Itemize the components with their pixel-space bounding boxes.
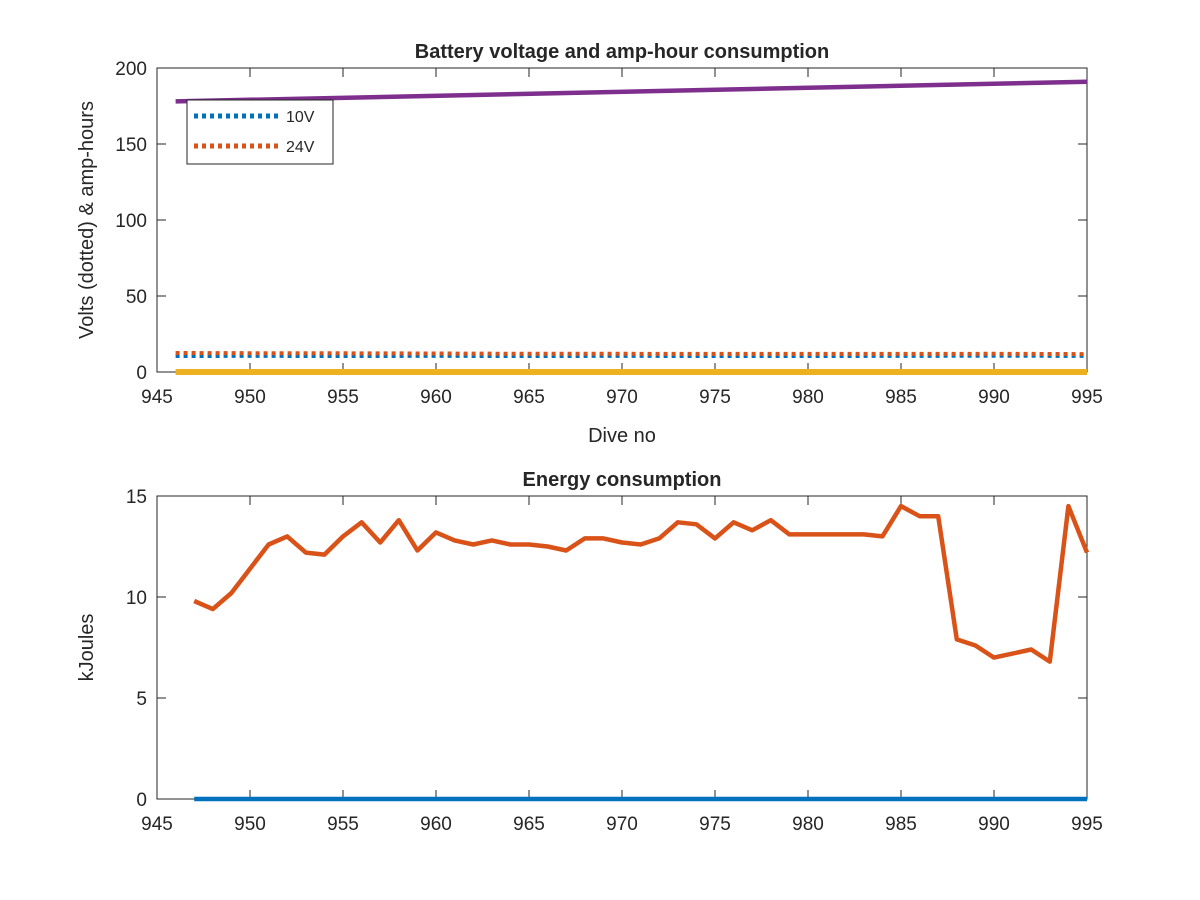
x-tick-label: 970 (606, 387, 638, 408)
x-tick-label: 965 (513, 814, 545, 835)
legend: 10V 24V (186, 99, 334, 165)
y-tick-label: 10 (126, 588, 147, 609)
y-tick-label: 0 (136, 790, 147, 811)
x-tick-label: 985 (885, 814, 917, 835)
x-tick-label: 950 (234, 814, 266, 835)
x-tick-label: 980 (792, 814, 824, 835)
x-tick-label: 955 (327, 387, 359, 408)
x-axis-label: Dive no (588, 425, 656, 447)
x-tick-label: 960 (420, 387, 452, 408)
series-group (175, 79, 1088, 375)
chart-panel-1: 945 950 955 960 965 970 975 980 985 990 995 0 50 100 1… (76, 41, 1103, 447)
y-axis-label: Volts (dotted) & amp-hours (76, 101, 98, 339)
legend-label: 24V (286, 139, 315, 156)
y-tick-label: 50 (126, 287, 147, 308)
y-tick-label: 15 (126, 487, 147, 508)
y-tick-label: 100 (115, 211, 147, 232)
chart-title: Energy consumption (523, 469, 722, 491)
legend-box (186, 99, 334, 165)
y-tick-label: 5 (136, 689, 147, 710)
x-tick-label: 995 (1071, 814, 1103, 835)
x-tick-label: 955 (327, 814, 359, 835)
y-axis-label: kJoules (76, 614, 98, 682)
series-line-4 (175, 79, 1088, 104)
x-tick-label: 970 (606, 814, 638, 835)
x-tick-label: 985 (885, 387, 917, 408)
y-tick-label: 0 (136, 363, 147, 384)
x-tick-label: 990 (978, 387, 1010, 408)
y-tick-label: 200 (115, 59, 147, 80)
y-tick-label: 150 (115, 135, 147, 156)
x-tick-label: 960 (420, 814, 452, 835)
axes-box (156, 495, 1088, 800)
chart-title: Battery voltage and amp-hour consumption (415, 41, 829, 63)
series-group (193, 503, 1090, 802)
x-tick-label: 975 (699, 387, 731, 408)
x-tick-label: 965 (513, 387, 545, 408)
x-tick-label: 945 (141, 387, 173, 408)
x-tick-label: 995 (1071, 387, 1103, 408)
x-tick-label: 975 (699, 814, 731, 835)
x-tick-label: 990 (978, 814, 1010, 835)
x-tick-label: 950 (234, 387, 266, 408)
chart-panel-2: 945 950 955 960 965 970 975 980 985 990 995 0 5 10 15 E… (76, 469, 1103, 835)
series-line-2 (193, 503, 1090, 664)
x-tick-label: 980 (792, 387, 824, 408)
series-line-24v (175, 351, 1088, 357)
x-tick-label: 945 (141, 814, 173, 835)
legend-label: 10V (286, 109, 315, 126)
